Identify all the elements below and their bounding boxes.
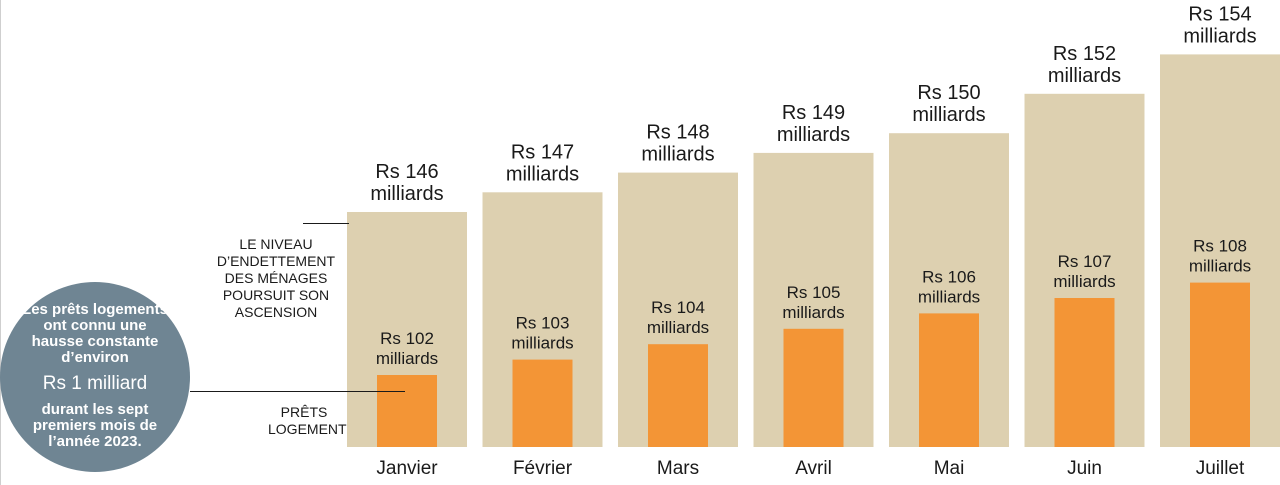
total-value-label-1: Rs 146 (375, 161, 438, 183)
housing-loan-bar-6 (1054, 298, 1115, 447)
housing-loan-bar-1 (377, 375, 437, 447)
housing-value-label-5: Rs 106 (922, 267, 976, 286)
housing-value-label-3: Rs 104 (651, 298, 705, 317)
total-value-label-6: Rs 152 (1053, 43, 1116, 65)
housing-value-label-2: Rs 103 (516, 314, 570, 333)
callout-intro-text: Les prêts logements ont connu une hausse… (22, 301, 168, 366)
housing-unit-label-4: milliards (782, 303, 844, 322)
total-value-label-7: Rs 154 (1188, 3, 1251, 25)
month-label-7: Juillet (1196, 458, 1245, 479)
housing-loans-annotation: PRÊTS LOGEMENT (268, 404, 347, 437)
month-label-5: Mai (934, 458, 965, 479)
housing-unit-label-6: milliards (1053, 272, 1115, 291)
housing-value-label-4: Rs 105 (787, 283, 841, 302)
callout-leader-line (190, 391, 405, 392)
total-value-label-2: Rs 147 (511, 141, 574, 163)
housing-unit-label-1: milliards (376, 349, 438, 368)
housing-unit-label-7: milliards (1189, 257, 1251, 276)
total-value-label-3: Rs 148 (646, 122, 709, 144)
month-label-3: Mars (657, 458, 699, 479)
total-unit-label-7: milliards (1183, 25, 1256, 47)
housing-value-label-1: Rs 102 (380, 329, 434, 348)
total-unit-label-2: milliards (506, 163, 579, 185)
total-debt-annotation: LE NIVEAU D’ENDETTEMENT DES MÉNAGES POUR… (216, 236, 336, 320)
housing-value-label-7: Rs 108 (1193, 237, 1247, 256)
housing-loan-bar-7 (1190, 282, 1250, 447)
housing-unit-label-3: milliards (647, 318, 709, 337)
housing-loan-bar-5 (919, 313, 979, 447)
total-unit-label-6: milliards (1048, 65, 1121, 87)
housing-unit-label-2: milliards (511, 334, 573, 353)
housing-loan-bar-3 (648, 344, 708, 447)
housing-loan-bar-2 (512, 359, 573, 447)
callout-closing-text: durant les sept premiers mois de l’année… (32, 401, 158, 450)
month-label-6: Juin (1067, 458, 1102, 479)
housing-loan-bar-4 (783, 328, 844, 447)
housing-unit-label-5: milliards (918, 287, 980, 306)
month-label-1: Janvier (376, 458, 438, 479)
left-edge-divider (0, 0, 1, 485)
housing-value-label-6: Rs 107 (1058, 252, 1112, 271)
total-unit-label-3: milliards (641, 144, 714, 166)
total-unit-label-1: milliards (370, 183, 443, 205)
total-debt-leader-line (303, 223, 349, 224)
total-unit-label-5: milliards (912, 104, 985, 126)
total-value-label-4: Rs 149 (782, 102, 845, 124)
callout-highlight-value: Rs 1 milliard (42, 373, 148, 394)
callout-circle: Les prêts logements ont connu une hausse… (0, 282, 190, 472)
month-label-4: Avril (795, 458, 832, 479)
total-value-label-5: Rs 150 (917, 82, 980, 104)
total-unit-label-4: milliards (777, 124, 850, 146)
month-label-2: Février (513, 458, 573, 479)
